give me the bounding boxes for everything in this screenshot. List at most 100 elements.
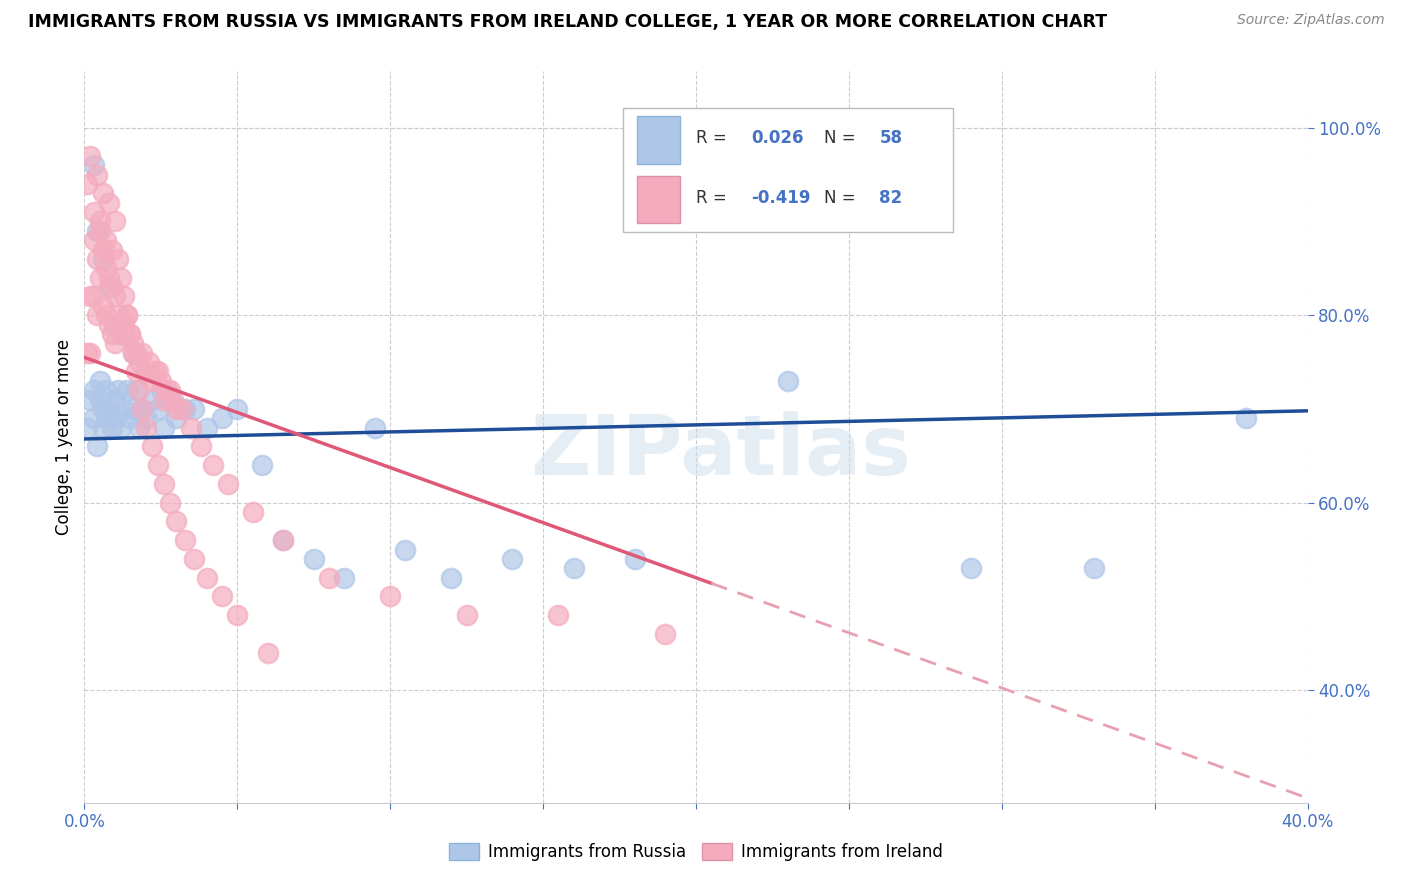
Point [153, 420, 176, 434]
Point [86, 252, 108, 266]
Point [91, 186, 114, 201]
Point [76, 420, 98, 434]
Text: N =: N = [824, 129, 862, 147]
Point [257, 646, 280, 660]
Point [91, 420, 114, 434]
Text: 82: 82 [880, 188, 903, 207]
Point [83, 289, 105, 303]
Text: IMMIGRANTS FROM RUSSIA VS IMMIGRANTS FROM IRELAND COLLEGE, 1 YEAR OR MORE CORREL: IMMIGRANTS FROM RUSSIA VS IMMIGRANTS FRO… [28, 13, 1108, 31]
Point [149, 374, 172, 388]
Point [86, 168, 108, 182]
Point [131, 345, 153, 359]
Point [135, 420, 157, 434]
Point [174, 533, 197, 548]
Text: R =: R = [696, 129, 733, 147]
Point [380, 590, 402, 604]
Point [115, 308, 138, 322]
Point [242, 505, 264, 519]
Point [211, 590, 233, 604]
Point [112, 401, 135, 416]
Point [83, 233, 105, 247]
Point [162, 392, 184, 407]
Point [89, 392, 111, 407]
Point [135, 364, 157, 378]
Point [120, 326, 142, 341]
Point [115, 383, 138, 397]
Point [180, 420, 202, 434]
Point [89, 214, 111, 228]
Point [143, 364, 166, 378]
Point [91, 299, 114, 313]
Point [112, 318, 135, 332]
Point [115, 308, 138, 322]
Point [217, 477, 239, 491]
FancyBboxPatch shape [637, 116, 681, 163]
Point [172, 401, 194, 416]
Point [128, 383, 150, 397]
Point [562, 561, 585, 575]
Point [776, 374, 799, 388]
Point [86, 308, 108, 322]
Point [104, 214, 127, 228]
Point [125, 383, 148, 397]
Point [159, 383, 181, 397]
Point [125, 345, 148, 359]
FancyBboxPatch shape [623, 108, 953, 232]
Point [440, 571, 463, 585]
Point [107, 308, 129, 322]
Point [149, 383, 172, 397]
Point [94, 233, 117, 247]
Point [83, 411, 105, 425]
Point [159, 392, 181, 407]
Text: Source: ZipAtlas.com: Source: ZipAtlas.com [1237, 13, 1385, 28]
Point [141, 392, 163, 407]
Point [107, 383, 129, 397]
Point [333, 571, 356, 585]
Point [104, 392, 127, 407]
Point [153, 392, 176, 407]
Point [94, 411, 117, 425]
Point [271, 533, 294, 548]
Point [79, 345, 101, 359]
Point [456, 608, 478, 623]
Point [76, 177, 98, 191]
Point [131, 401, 153, 416]
Point [271, 533, 294, 548]
Point [195, 571, 218, 585]
Point [89, 224, 111, 238]
FancyBboxPatch shape [637, 176, 681, 223]
Point [83, 383, 105, 397]
Point [125, 364, 148, 378]
Point [318, 571, 340, 585]
Point [122, 345, 145, 359]
Point [104, 318, 127, 332]
Point [135, 364, 157, 378]
Point [94, 261, 117, 276]
Point [364, 420, 387, 434]
Point [156, 383, 179, 397]
Point [1236, 411, 1258, 425]
Text: 0.026: 0.026 [751, 129, 803, 147]
Point [76, 345, 98, 359]
Point [211, 411, 233, 425]
Point [83, 205, 105, 219]
Point [141, 440, 163, 454]
Point [174, 401, 197, 416]
Point [153, 477, 176, 491]
Point [302, 552, 325, 566]
Point [226, 401, 249, 416]
Point [146, 458, 169, 473]
Point [86, 440, 108, 454]
Point [112, 289, 135, 303]
Point [138, 355, 160, 369]
Text: 58: 58 [880, 129, 903, 147]
Point [146, 364, 169, 378]
Point [107, 252, 129, 266]
Point [122, 345, 145, 359]
Point [79, 149, 101, 163]
Point [165, 515, 187, 529]
Point [128, 355, 150, 369]
Point [79, 392, 101, 407]
Point [159, 496, 181, 510]
Point [110, 420, 132, 434]
